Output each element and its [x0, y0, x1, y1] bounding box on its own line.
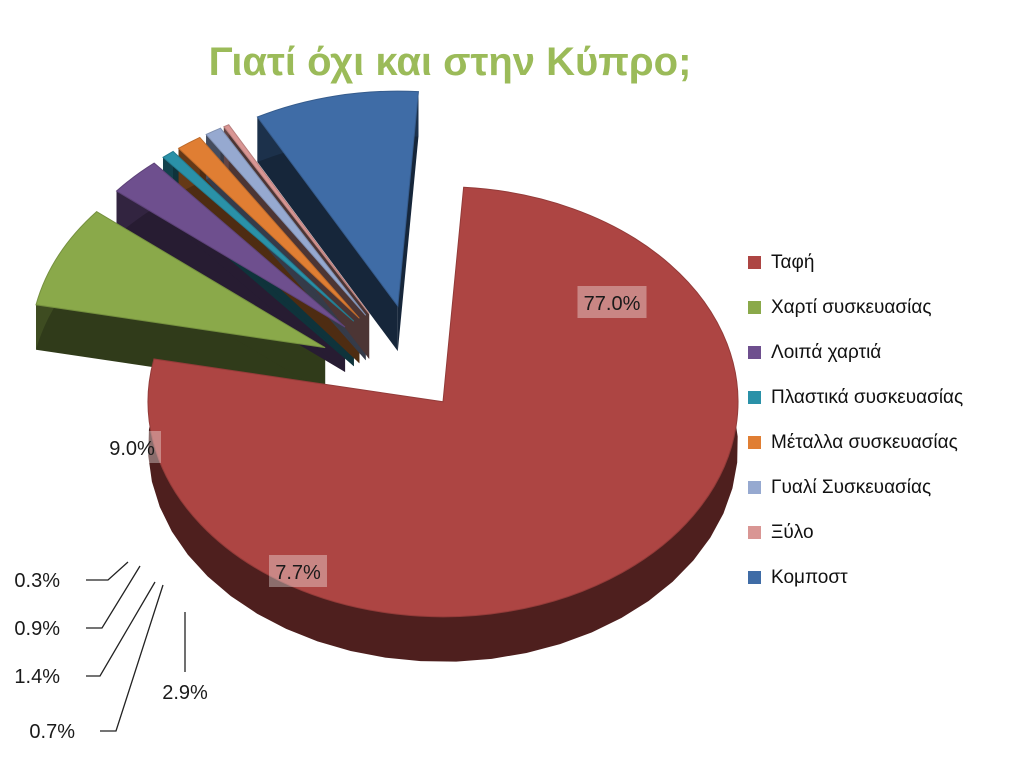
legend-swatch-6 — [748, 526, 761, 539]
legend-label-6: Ξύλο — [771, 521, 814, 543]
legend-label-2: Λοιπά χαρτιά — [771, 341, 882, 363]
legend-swatch-7 — [748, 571, 761, 584]
pie-slice-7 — [256, 90, 419, 308]
pie-slice-6 — [223, 124, 370, 315]
legend-label-4: Μέταλλα συσκευασίας — [771, 431, 958, 453]
legend-label-1: Χαρτί συσκευασίας — [771, 296, 932, 318]
data-label-box-1 — [269, 555, 327, 587]
legend-item-6: Ξύλο — [748, 510, 963, 555]
data-label-box-7 — [103, 431, 161, 463]
pie-slice-5 — [205, 127, 367, 316]
data-label-3: 0.7% — [29, 721, 75, 743]
pie-top-layer — [35, 90, 739, 618]
legend-item-1: Χαρτί συσκευασίας — [748, 285, 963, 330]
chart-legend: Ταφή Χαρτί συσκευασίας Λοιπά χαρτιά Πλαστικ… — [748, 240, 963, 600]
legend-swatch-0 — [748, 256, 761, 269]
legend-swatch-1 — [748, 301, 761, 314]
leader-line-4 — [86, 581, 156, 677]
data-label-4: 1.4% — [14, 666, 60, 688]
pie-slice-4 — [177, 136, 360, 319]
data-label-5: 0.9% — [14, 618, 60, 640]
legend-swatch-3 — [748, 391, 761, 404]
legend-item-4: Μέταλλα συσκευασίας — [748, 420, 963, 465]
data-label-2: 2.9% — [162, 682, 208, 704]
data-label-box-0 — [577, 286, 647, 318]
legend-item-2: Λοιπά χαρτιά — [748, 330, 963, 375]
pie-slice-2 — [115, 162, 346, 328]
page-title: Γιατί όχι και στην Κύπρο; — [208, 40, 692, 84]
pie-slice-0 — [147, 186, 739, 618]
data-label-7: 9.0% — [109, 438, 155, 460]
data-label-6: 0.3% — [14, 570, 60, 592]
legend-swatch-5 — [748, 481, 761, 494]
legend-swatch-4 — [748, 436, 761, 449]
legend-swatch-2 — [748, 346, 761, 359]
leader-line-6 — [86, 561, 129, 581]
pie-slice-1 — [35, 211, 326, 349]
legend-label-3: Πλαστικά συσκευασίας — [771, 386, 964, 408]
legend-label-0: Ταφή — [771, 251, 815, 273]
legend-label-5: Γυαλί Συσκευασίας — [771, 476, 932, 498]
leader-line-3 — [100, 584, 164, 732]
legend-item-3: Πλαστικά συσκευασίας — [748, 375, 963, 420]
legend-item-0: Ταφή — [748, 240, 963, 285]
data-label-0: 77.0% — [584, 293, 641, 315]
legend-item-5: Γυαλί Συσκευασίας — [748, 465, 963, 510]
pie-slice-3 — [162, 150, 355, 322]
leader-line-5 — [86, 565, 141, 629]
data-label-1: 7.7% — [275, 562, 321, 584]
legend-label-7: Κομποστ — [771, 566, 848, 588]
legend-item-7: Κομποστ — [748, 555, 963, 600]
pie-labels-layer: 77.0% 7.7% 2.9% 0.7% 1.4% 0.9% 0.3% 9.0% — [14, 286, 647, 743]
